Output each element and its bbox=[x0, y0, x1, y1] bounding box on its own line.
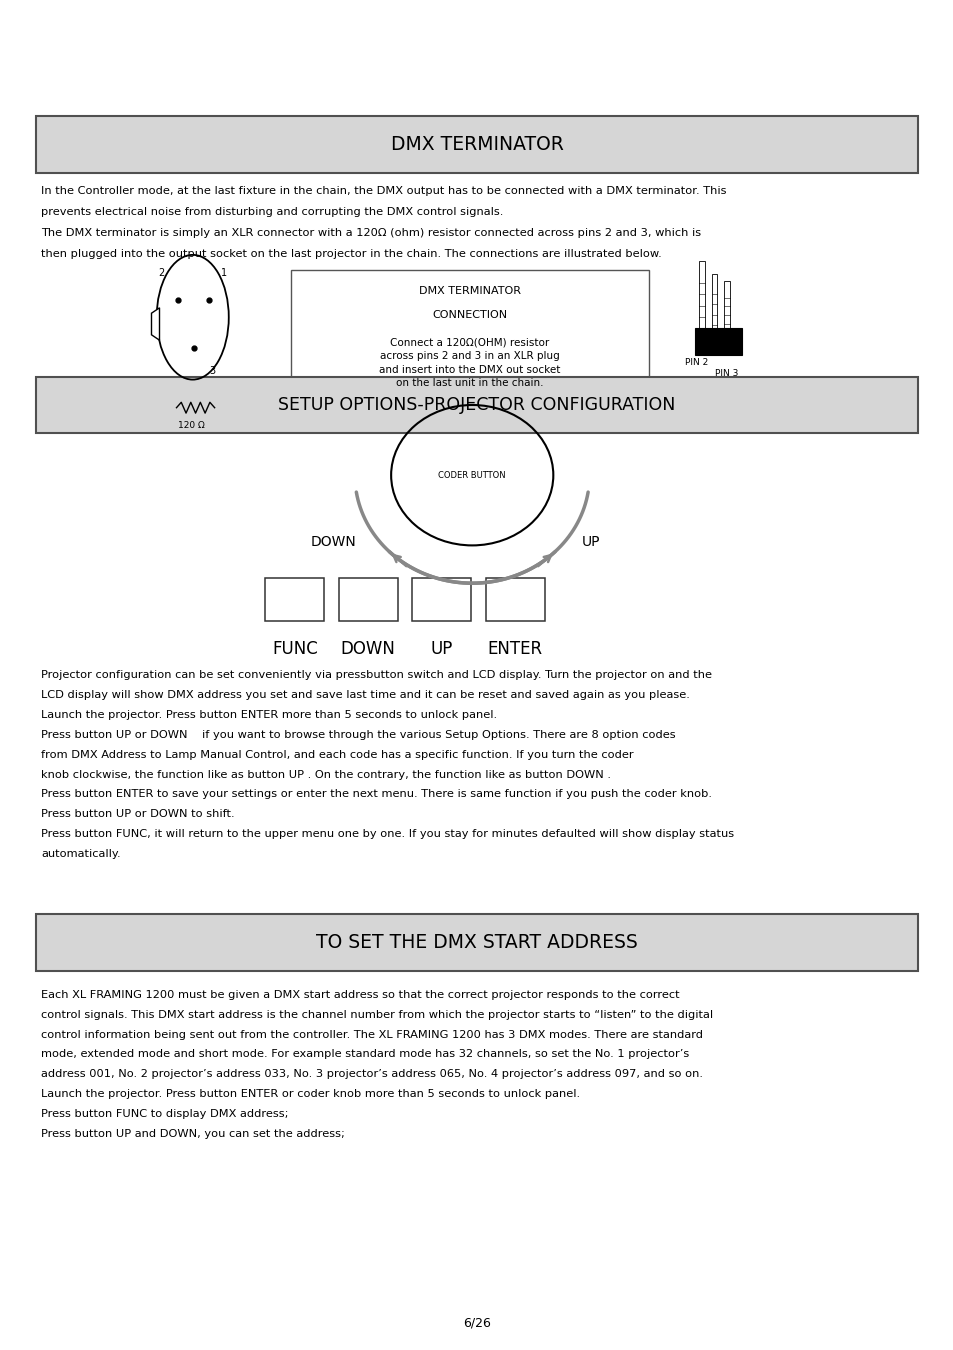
FancyBboxPatch shape bbox=[36, 914, 917, 971]
Text: In the Controller mode, at the last fixture in the chain, the DMX output has to : In the Controller mode, at the last fixt… bbox=[41, 186, 726, 196]
FancyBboxPatch shape bbox=[485, 578, 544, 621]
Text: ENTER: ENTER bbox=[487, 640, 542, 657]
Text: Launch the projector. Press button ENTER more than 5 seconds to unlock panel.: Launch the projector. Press button ENTER… bbox=[41, 710, 497, 720]
Text: Press button UP or DOWN to shift.: Press button UP or DOWN to shift. bbox=[41, 810, 234, 819]
Text: DMX TERMINATOR: DMX TERMINATOR bbox=[418, 286, 520, 296]
Text: Launch the projector. Press button ENTER or coder knob more than 5 seconds to un: Launch the projector. Press button ENTER… bbox=[41, 1089, 579, 1099]
FancyBboxPatch shape bbox=[412, 578, 471, 621]
Text: FUNC: FUNC bbox=[272, 640, 317, 657]
Text: 2: 2 bbox=[158, 267, 164, 278]
Text: Press button FUNC to display DMX address;: Press button FUNC to display DMX address… bbox=[41, 1110, 288, 1119]
FancyBboxPatch shape bbox=[699, 261, 704, 328]
FancyBboxPatch shape bbox=[694, 328, 741, 355]
Text: Press button ENTER to save your settings or enter the next menu. There is same f: Press button ENTER to save your settings… bbox=[41, 790, 711, 799]
FancyBboxPatch shape bbox=[338, 578, 397, 621]
Text: DMX TERMINATOR: DMX TERMINATOR bbox=[390, 135, 563, 154]
Text: LCD display will show DMX address you set and save last time and it can be reset: LCD display will show DMX address you se… bbox=[41, 690, 689, 699]
FancyBboxPatch shape bbox=[265, 578, 324, 621]
Text: SETUP OPTIONS-PROJECTOR CONFIGURATION: SETUP OPTIONS-PROJECTOR CONFIGURATION bbox=[278, 396, 675, 414]
Text: CODER BUTTON: CODER BUTTON bbox=[438, 471, 505, 479]
Text: PIN 3: PIN 3 bbox=[715, 369, 739, 378]
Text: address 001, No. 2 projector’s address 033, No. 3 projector’s address 065, No. 4: address 001, No. 2 projector’s address 0… bbox=[41, 1069, 702, 1080]
Polygon shape bbox=[152, 308, 159, 340]
Text: The DMX terminator is simply an XLR connector with a 120Ω (ohm) resistor connect: The DMX terminator is simply an XLR conn… bbox=[41, 228, 700, 238]
Text: Press button UP or DOWN    if you want to browse through the various Setup Optio: Press button UP or DOWN if you want to b… bbox=[41, 729, 675, 740]
Text: automatically.: automatically. bbox=[41, 849, 120, 860]
Text: from DMX Address to Lamp Manual Control, and each code has a specific function. : from DMX Address to Lamp Manual Control,… bbox=[41, 749, 633, 760]
FancyBboxPatch shape bbox=[711, 274, 717, 335]
Text: 6/26: 6/26 bbox=[462, 1316, 491, 1330]
Text: UP: UP bbox=[581, 535, 600, 548]
Text: 120 Ω: 120 Ω bbox=[178, 421, 205, 431]
Text: DOWN: DOWN bbox=[311, 535, 356, 548]
Text: then plugged into the output socket on the last projector in the chain. The conn: then plugged into the output socket on t… bbox=[41, 250, 661, 259]
Text: Projector configuration can be set conveniently via pressbutton switch and LCD d: Projector configuration can be set conve… bbox=[41, 670, 711, 679]
Text: UP: UP bbox=[430, 640, 453, 657]
Text: 1: 1 bbox=[221, 267, 227, 278]
Text: knob clockwise, the function like as button UP . On the contrary, the function l: knob clockwise, the function like as but… bbox=[41, 769, 610, 779]
FancyBboxPatch shape bbox=[291, 270, 648, 418]
Text: control signals. This DMX start address is the channel number from which the pro: control signals. This DMX start address … bbox=[41, 1010, 713, 1019]
Text: DOWN: DOWN bbox=[340, 640, 395, 657]
Text: Connect a 120Ω(OHM) resistor
across pins 2 and 3 in an XLR plug
and insert into : Connect a 120Ω(OHM) resistor across pins… bbox=[378, 338, 560, 389]
Text: 3: 3 bbox=[210, 366, 215, 377]
FancyBboxPatch shape bbox=[723, 281, 729, 332]
Text: Press button FUNC, it will return to the upper menu one by one. If you stay for : Press button FUNC, it will return to the… bbox=[41, 829, 734, 840]
Text: Each XL FRAMING 1200 must be given a DMX start address so that the correct proje: Each XL FRAMING 1200 must be given a DMX… bbox=[41, 990, 679, 999]
Text: PIN 2: PIN 2 bbox=[684, 358, 707, 367]
FancyBboxPatch shape bbox=[36, 377, 917, 433]
Text: CONNECTION: CONNECTION bbox=[432, 310, 507, 320]
Text: control information being sent out from the controller. The XL FRAMING 1200 has : control information being sent out from … bbox=[41, 1030, 702, 1040]
FancyBboxPatch shape bbox=[36, 116, 917, 173]
Text: TO SET THE DMX START ADDRESS: TO SET THE DMX START ADDRESS bbox=[315, 933, 638, 952]
Text: mode, extended mode and short mode. For example standard mode has 32 channels, s: mode, extended mode and short mode. For … bbox=[41, 1049, 689, 1060]
Text: prevents electrical noise from disturbing and corrupting the DMX control signals: prevents electrical noise from disturbin… bbox=[41, 207, 503, 217]
Text: Press button UP and DOWN, you can set the address;: Press button UP and DOWN, you can set th… bbox=[41, 1130, 345, 1139]
